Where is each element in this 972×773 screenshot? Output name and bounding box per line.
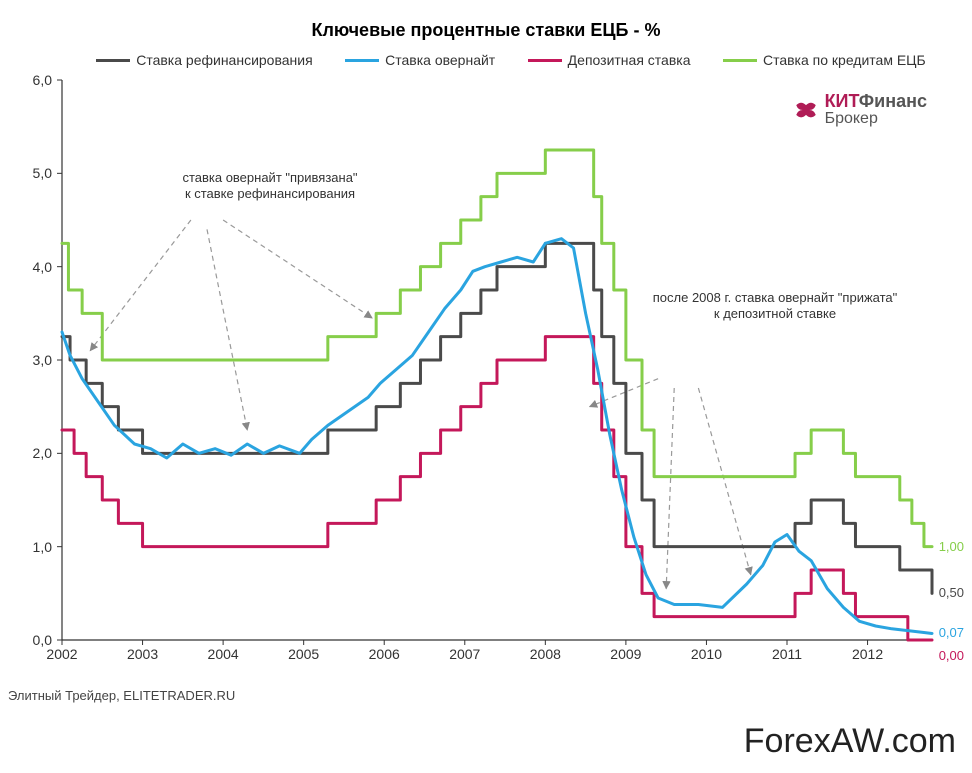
x-tick-label: 2004 [208, 646, 239, 662]
x-tick-label: 2008 [530, 646, 561, 662]
x-tick-label: 2006 [369, 646, 400, 662]
x-tick-label: 2012 [852, 646, 883, 662]
watermark: ForexAW.com [744, 722, 956, 761]
legend-label: Ставка овернайт [385, 52, 495, 68]
x-tick-label: 2009 [610, 646, 641, 662]
legend-swatch [345, 59, 379, 62]
whale-icon [793, 97, 819, 123]
x-axis: 2002200320042005200620072008200920102011… [62, 646, 932, 666]
legend-item-refi: Ставка рефинансирования [96, 52, 312, 68]
legend-label: Депозитная ставка [568, 52, 691, 68]
x-tick-label: 2011 [772, 646, 802, 662]
legend-swatch [528, 59, 562, 62]
footer-source: Элитный Трейдер, ELITETRADER.RU [8, 688, 235, 703]
logo-finans: Финанс [859, 91, 927, 111]
y-tick-label: 2,0 [22, 445, 52, 461]
legend-item-overnight: Ставка овернайт [345, 52, 495, 68]
endlabel-overnight: 0,07 [939, 625, 964, 640]
y-tick-label: 1,0 [22, 539, 52, 555]
legend-label: Ставка по кредитам ЕЦБ [763, 52, 926, 68]
legend: Ставка рефинансирования Ставка овернайт … [80, 52, 942, 68]
legend-item-deposit: Депозитная ставка [528, 52, 691, 68]
legend-swatch [96, 59, 130, 62]
endlabel-deposit: 0,00 [939, 648, 964, 663]
logo-text: КИТФинанс Брокер [825, 92, 927, 128]
chart-plot-area [62, 80, 932, 640]
y-tick-label: 6,0 [22, 72, 52, 88]
logo-kit: КИТ [825, 91, 859, 111]
x-tick-label: 2003 [127, 646, 158, 662]
y-tick-label: 5,0 [22, 165, 52, 181]
endlabel-lending: 1,00 [939, 539, 964, 554]
x-tick-label: 2007 [449, 646, 480, 662]
page-root: Ключевые процентные ставки ЕЦБ - % Ставк… [0, 0, 972, 773]
x-tick-label: 2010 [691, 646, 722, 662]
legend-item-lending: Ставка по кредитам ЕЦБ [723, 52, 926, 68]
y-tick-label: 4,0 [22, 259, 52, 275]
brand-logo: КИТФинанс Брокер [793, 92, 927, 128]
x-tick-label: 2002 [46, 646, 77, 662]
legend-label: Ставка рефинансирования [136, 52, 312, 68]
legend-swatch [723, 59, 757, 62]
logo-broker: Брокер [825, 111, 927, 128]
endlabel-refi: 0,50 [939, 585, 964, 600]
x-tick-label: 2005 [288, 646, 319, 662]
annotation-post-2008: после 2008 г. ставка овернайт "прижата"к… [630, 290, 920, 323]
annotation-overnight-pegged: ставка овернайт "привязана"к ставке рефи… [160, 170, 380, 203]
y-tick-label: 3,0 [22, 352, 52, 368]
chart-title: Ключевые процентные ставки ЕЦБ - % [0, 20, 972, 41]
